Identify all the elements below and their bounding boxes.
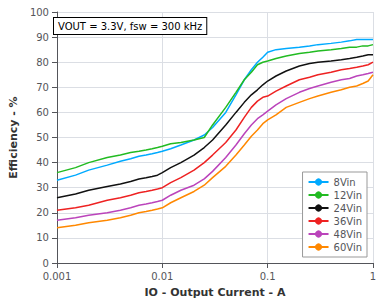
svg-text:Efficiency - %: Efficiency - % <box>7 96 20 178</box>
svg-text:80: 80 <box>36 57 49 68</box>
svg-text:IO - Output Current - A: IO - Output Current - A <box>145 286 286 299</box>
svg-text:20: 20 <box>36 207 49 218</box>
svg-text:24Vin: 24Vin <box>334 203 362 214</box>
svg-text:60Vin: 60Vin <box>334 242 362 253</box>
svg-text:50: 50 <box>36 132 49 143</box>
svg-text:48Vin: 48Vin <box>334 229 362 240</box>
svg-text:40: 40 <box>36 157 49 168</box>
svg-text:30: 30 <box>36 182 49 193</box>
svg-text:10: 10 <box>36 232 49 243</box>
svg-text:36Vin: 36Vin <box>334 216 362 227</box>
svg-text:0.001: 0.001 <box>43 271 72 282</box>
svg-text:1: 1 <box>370 271 376 282</box>
svg-text:90: 90 <box>36 32 49 43</box>
svg-text:12Vin: 12Vin <box>334 190 362 201</box>
svg-text:8Vin: 8Vin <box>334 177 356 188</box>
svg-text:0: 0 <box>43 258 49 269</box>
svg-text:70: 70 <box>36 82 49 93</box>
svg-text:60: 60 <box>36 107 49 118</box>
svg-text:100: 100 <box>30 7 49 18</box>
svg-text:0.1: 0.1 <box>260 271 276 282</box>
svg-text:0.01: 0.01 <box>151 271 173 282</box>
svg-text:VOUT = 3.3V, fsw = 300 kHz: VOUT = 3.3V, fsw = 300 kHz <box>58 21 202 32</box>
